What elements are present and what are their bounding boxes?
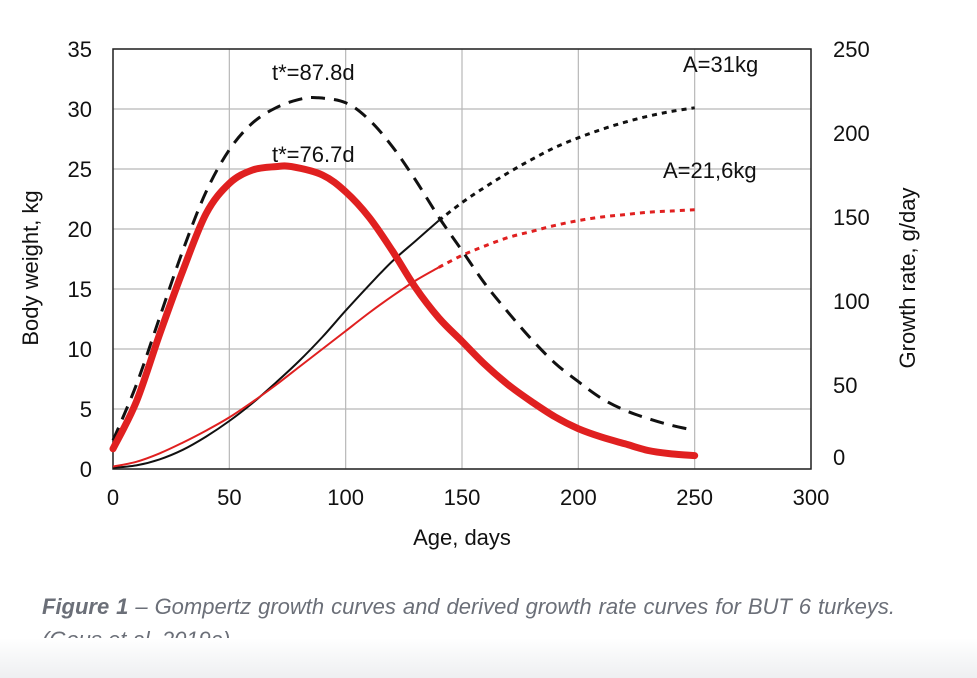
y-right-tick-label: 0 [833, 445, 845, 470]
x-tick-label: 250 [676, 485, 713, 510]
y-right-tick-label: 50 [833, 373, 857, 398]
weight-curve-solid [112, 219, 440, 469]
plot-frame [112, 48, 812, 470]
x-tick-label: 200 [560, 485, 597, 510]
annotation-peak-red: t*=76.7d [272, 142, 355, 167]
x-tick-label: 300 [793, 485, 830, 510]
growth-rate-curve-thick [109, 162, 699, 460]
x-tick-label: 50 [217, 485, 241, 510]
x-tick-label: 150 [444, 485, 481, 510]
series-lines [109, 96, 699, 469]
y-left-tick-label: 20 [68, 217, 92, 242]
weight-curve-dotted [437, 106, 695, 222]
growth-rate-curve-dashed [111, 96, 696, 441]
y-left-tick-label: 10 [68, 337, 92, 362]
y-axis-left-label: Body weight, kg [18, 190, 43, 345]
y-right-tick-label: 150 [833, 205, 870, 230]
y-left-tick-label: 25 [68, 157, 92, 182]
tick-labels: 0 50 100 150 200 250 3000510152025303505010015… [68, 37, 870, 510]
annotation-asymptote-red: A=21,6kg [663, 158, 757, 183]
y-left-tick-label: 15 [68, 277, 92, 302]
y-left-tick-label: 30 [68, 97, 92, 122]
x-tick-label: 100 [327, 485, 364, 510]
chart: 0 50 100 150 200 250 3000510152025303505010015… [18, 37, 920, 550]
x-tick-label: 0 [107, 485, 119, 510]
y-left-tick-label: 5 [80, 397, 92, 422]
weight-curve-dotted [438, 208, 695, 269]
figure-caption-label: Figure 1 [42, 594, 129, 619]
weight-curve-solid [112, 266, 440, 468]
y-right-tick-label: 100 [833, 289, 870, 314]
y-axis-right-label: Growth rate, g/day [895, 188, 920, 369]
annotation-peak-black: t*=87.8d [272, 60, 355, 85]
y-left-tick-label: 35 [68, 37, 92, 62]
grid-lines [112, 48, 812, 470]
x-axis-label: Age, days [413, 525, 511, 550]
bottom-shade [0, 638, 977, 678]
annotation-asymptote-black: A=31kg [683, 52, 758, 77]
y-right-tick-label: 200 [833, 121, 870, 146]
y-right-tick-label: 250 [833, 37, 870, 62]
y-left-tick-label: 0 [80, 457, 92, 482]
